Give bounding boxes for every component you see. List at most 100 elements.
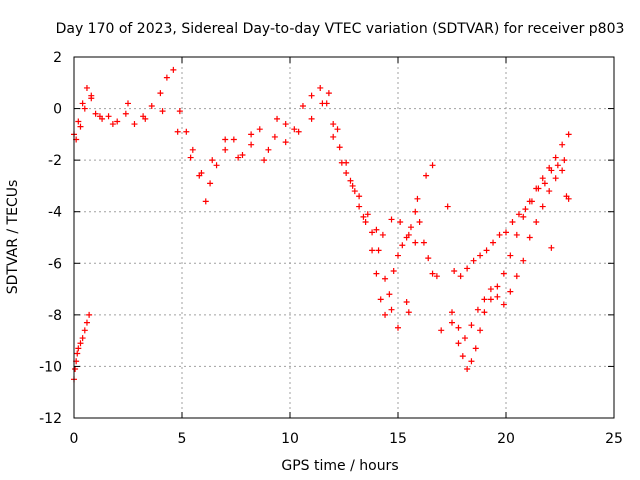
data-point xyxy=(464,366,471,373)
data-point xyxy=(369,247,376,254)
data-point xyxy=(271,133,278,140)
data-point xyxy=(213,162,220,169)
data-point xyxy=(520,257,527,264)
data-point xyxy=(356,193,363,200)
data-marks xyxy=(71,66,572,383)
data-point xyxy=(513,231,520,238)
data-point xyxy=(539,175,546,182)
data-point xyxy=(565,195,572,202)
x-tick-label: 10 xyxy=(281,431,299,447)
data-point xyxy=(496,231,503,238)
data-point xyxy=(202,198,209,205)
data-point xyxy=(420,239,427,246)
data-point xyxy=(481,309,488,316)
data-point xyxy=(459,353,466,360)
data-point xyxy=(546,188,553,195)
data-point xyxy=(319,100,326,107)
data-point xyxy=(507,288,514,295)
data-point xyxy=(565,131,572,138)
data-point xyxy=(487,286,494,293)
data-point xyxy=(548,167,555,174)
series-track-e xyxy=(451,157,568,280)
data-point xyxy=(522,206,529,213)
data-point xyxy=(109,121,116,128)
data-point xyxy=(336,144,343,151)
x-tick-label: 25 xyxy=(605,431,623,447)
axis-ticks: 0 5 10 15 20 25 -12 -10 -8 -6 -4 -2 0 2 xyxy=(39,50,623,447)
data-point xyxy=(552,175,559,182)
data-point xyxy=(451,268,458,275)
data-point xyxy=(83,84,90,91)
data-point xyxy=(490,239,497,246)
data-point xyxy=(159,108,166,115)
data-point xyxy=(399,242,406,249)
data-point xyxy=(414,195,421,202)
data-point xyxy=(299,102,306,109)
data-point xyxy=(438,327,445,334)
data-point xyxy=(230,136,237,143)
data-point xyxy=(433,273,440,280)
data-point xyxy=(81,327,88,334)
data-point xyxy=(500,301,507,308)
data-point xyxy=(265,146,272,153)
data-point xyxy=(423,172,430,179)
data-point xyxy=(373,270,380,277)
data-point xyxy=(163,74,170,81)
data-point xyxy=(131,121,138,128)
data-point xyxy=(455,340,462,347)
data-point xyxy=(207,180,214,187)
series-track-b xyxy=(73,92,436,238)
grid-lines xyxy=(74,57,614,418)
data-point xyxy=(548,244,555,251)
series-track-d xyxy=(449,131,572,373)
data-point xyxy=(494,293,501,300)
data-point xyxy=(449,309,455,316)
data-point xyxy=(388,216,395,223)
y-tick-label: 0 xyxy=(53,102,62,118)
data-point xyxy=(429,270,436,277)
data-point xyxy=(377,296,384,303)
data-point xyxy=(282,139,289,146)
data-point xyxy=(386,291,393,298)
data-point xyxy=(74,350,81,357)
x-tick-label: 0 xyxy=(70,431,79,447)
x-axis-label: GPS time / hours xyxy=(281,458,398,474)
x-tick-label: 20 xyxy=(497,431,515,447)
data-point xyxy=(362,219,369,226)
data-point xyxy=(83,319,90,326)
data-point xyxy=(395,252,401,259)
data-point xyxy=(416,219,423,226)
data-point xyxy=(261,157,268,164)
data-point xyxy=(535,185,542,192)
chart-title: Day 170 of 2023, Sidereal Day-to-day VTE… xyxy=(56,21,625,37)
data-point xyxy=(295,128,302,135)
data-point xyxy=(364,211,371,218)
data-point xyxy=(176,108,183,115)
data-point xyxy=(461,335,468,342)
data-point xyxy=(412,208,419,215)
data-point xyxy=(174,128,181,135)
series-track-f xyxy=(449,167,570,342)
y-tick-label: 2 xyxy=(53,50,62,66)
data-point xyxy=(520,213,527,220)
data-point xyxy=(382,275,389,282)
data-point xyxy=(248,141,255,148)
data-point xyxy=(455,324,462,331)
data-point xyxy=(397,219,404,226)
y-tick-label: -10 xyxy=(39,359,62,375)
data-point xyxy=(81,105,88,112)
data-point xyxy=(291,126,298,133)
data-point xyxy=(75,345,82,352)
data-point xyxy=(187,154,194,161)
data-point xyxy=(470,257,477,264)
data-point xyxy=(515,211,522,218)
data-point xyxy=(552,154,559,161)
data-point xyxy=(356,203,363,210)
data-point xyxy=(308,92,315,99)
data-point xyxy=(222,136,229,143)
data-point xyxy=(330,121,337,128)
data-point xyxy=(559,167,566,174)
data-point xyxy=(477,252,484,259)
data-point xyxy=(77,340,84,347)
data-point xyxy=(375,247,382,254)
